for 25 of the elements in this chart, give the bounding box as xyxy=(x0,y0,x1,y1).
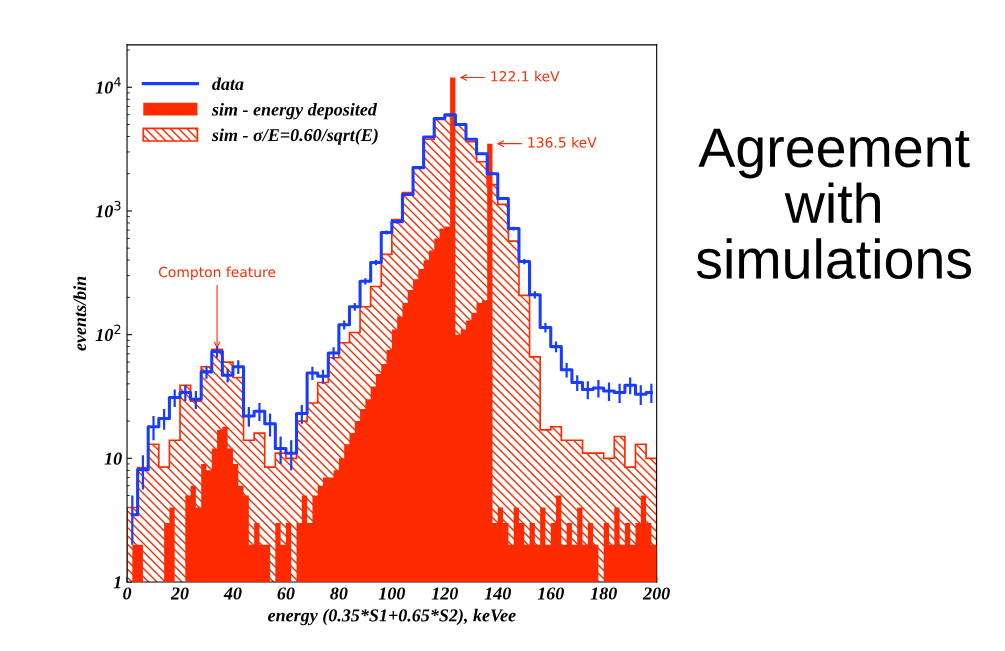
y-axis-title: events/bin xyxy=(73,276,87,351)
legend-label: data xyxy=(212,77,244,91)
y-tick-label: 10$^{4}$ xyxy=(95,77,121,94)
x-tick-label: 200 xyxy=(642,587,670,600)
y-tick-label: 1 xyxy=(113,576,121,589)
legend-label: sim - σ/E=0.60/sqrt(E) xyxy=(211,128,378,145)
x-tick-label: 120 xyxy=(431,587,459,600)
x-tick-label: 0 xyxy=(123,587,132,600)
y-tick-label: 10$^{2}$ xyxy=(95,324,121,342)
annotation: Compton feature xyxy=(158,266,276,280)
x-tick-label: 140 xyxy=(484,587,511,600)
x-tick-label: 100 xyxy=(378,587,406,600)
x-tick-label: 160 xyxy=(537,587,564,600)
text: Agreement with simulations xyxy=(696,128,972,280)
y-tick-label: 10$^{3}$ xyxy=(95,200,121,218)
annotation: 136.5 keV xyxy=(528,136,597,148)
y-tick-label: 10 xyxy=(104,452,122,465)
x-tick-label: 80 xyxy=(330,587,348,600)
x-tick-label: 20 xyxy=(170,587,189,600)
annotation: 122.1 keV xyxy=(491,70,560,82)
x-tick-label: 60 xyxy=(277,587,295,600)
legend-label: sim - energy deposited xyxy=(211,102,378,120)
x-tick-label: 180 xyxy=(590,587,617,600)
x-tick-label: 40 xyxy=(223,587,242,600)
x-axis-title: energy (0.35*S1+0.65*S2), keVee xyxy=(268,608,516,626)
